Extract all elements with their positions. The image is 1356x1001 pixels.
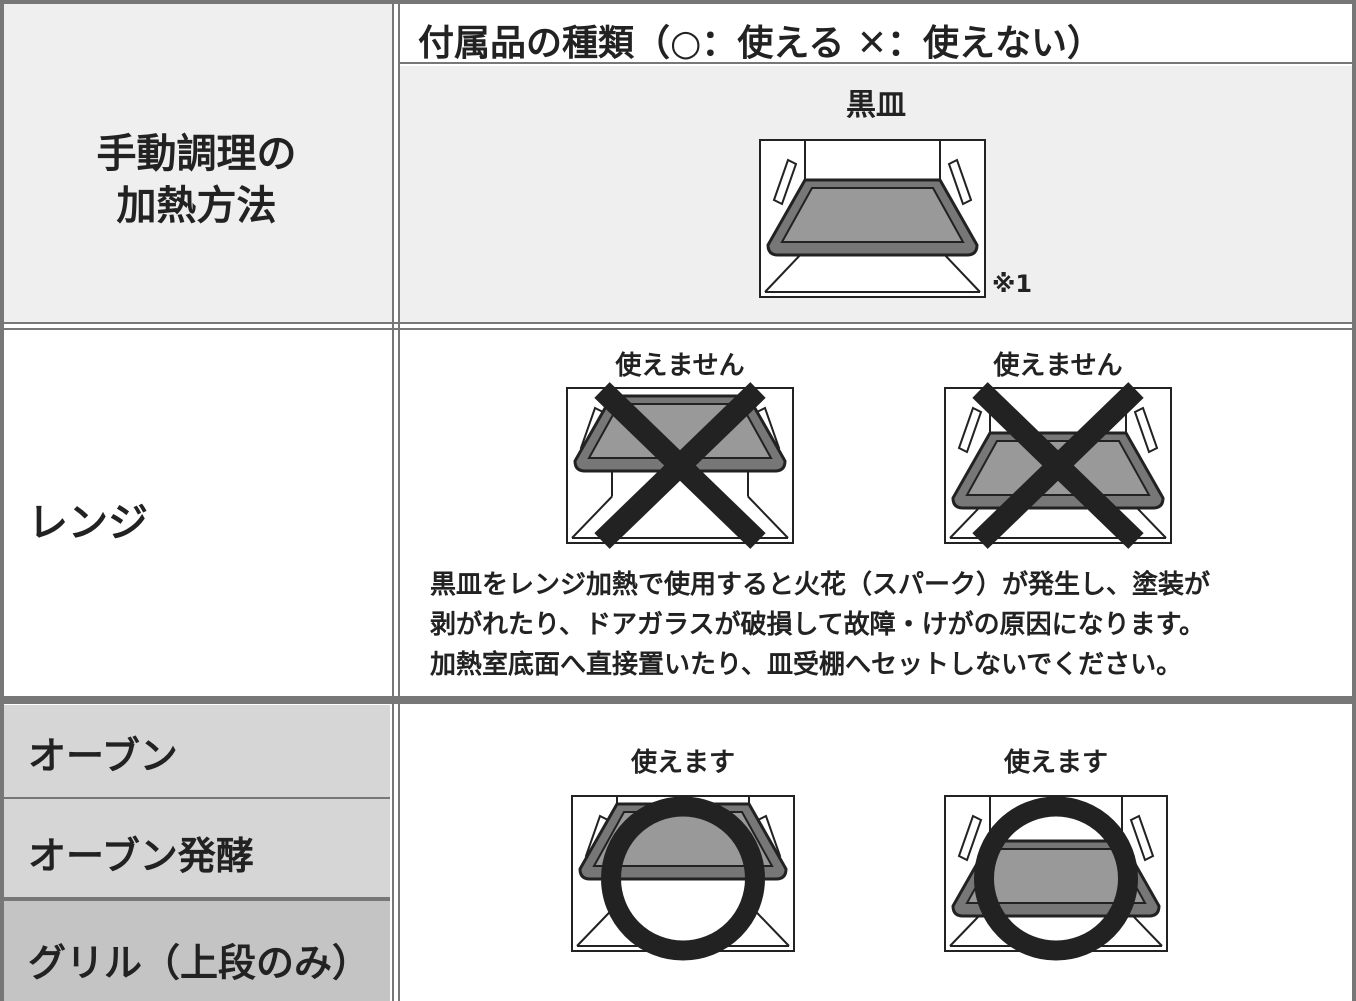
description: 黒皿をレンジ加熱で使用すると火花（スパーク）が発生し、塗装が 剥がれたり、ドアガ… [430,565,1210,685]
illustrations [566,139,1172,961]
header-label-line: 加熱方法 [116,183,277,229]
row-label: レンジ [28,500,148,546]
caption: 使えます [1003,748,1108,778]
footnote-mark: ※1 [992,270,1033,298]
circle-mark [601,796,765,961]
header-label: 手動調理の 加熱方法 [0,128,393,232]
accessory-name: 黒皿 [846,88,906,123]
description-line: 剥がれたり、ドアガラスが破損して故障・けがの原因になります。 [430,610,1206,640]
row-label: オーブン [28,734,178,778]
caption: 使えません [993,351,1123,381]
oven-rail [957,814,1155,862]
cross-mark [972,382,1144,549]
description-line: 黒皿をレンジ加熱で使用すると火花（スパーク）が発生し、塗装が [430,570,1211,600]
row-label: オーブン発酵 [28,834,254,878]
caption: 使えます [630,748,735,778]
caption: 使えません [615,351,745,381]
description-line: 加熱室底面へ直接置いたり、皿受棚へセットしないでください。 [430,650,1183,680]
cross-mark [594,382,766,549]
header-label-line: 手動調理の [96,131,297,177]
header-title: 付属品の種類（○：使える ✕：使えない） [418,23,1104,64]
oven-rail [772,158,973,206]
row-label: グリル（上段のみ） [28,941,371,985]
tray-inner [780,187,965,243]
circle-mark [974,796,1138,961]
oven-rail [957,406,1159,454]
